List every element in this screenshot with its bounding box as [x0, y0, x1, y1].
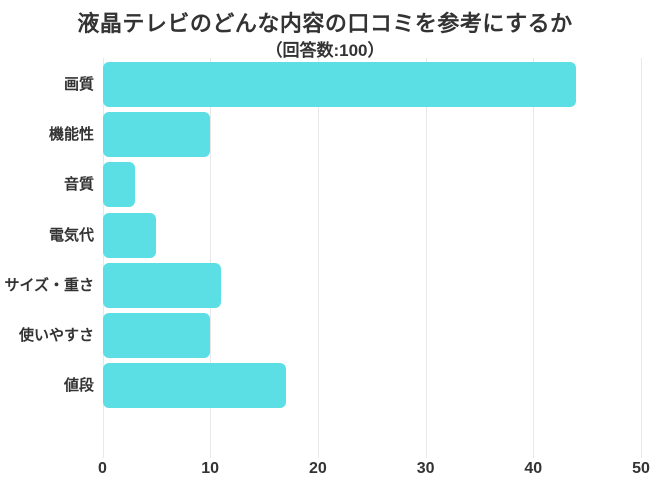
bar-0 — [102, 62, 577, 107]
chart-title: 液晶テレビのどんな内容の口コミを参考にするか — [77, 11, 573, 36]
category-label-3: 電気代 — [48, 226, 94, 244]
x-tick-label-20: 20 — [308, 460, 327, 477]
bar-5 — [102, 313, 211, 358]
bar-6 — [102, 363, 286, 409]
category-label-6: 値段 — [63, 377, 94, 395]
x-tick-label-30: 30 — [416, 460, 435, 477]
x-tick-label-40: 40 — [524, 460, 543, 477]
category-label-5: 使いやすさ — [18, 327, 94, 344]
bar-2 — [102, 162, 135, 208]
x-tick-label-50: 50 — [632, 460, 650, 477]
category-label-2: 音質 — [63, 176, 94, 194]
x-tick-label-10: 10 — [201, 460, 220, 477]
gridline-x-0 — [102, 58, 104, 458]
category-label-0: 画質 — [63, 76, 94, 93]
gridline-x-20 — [317, 58, 319, 458]
gridline-x-30 — [425, 58, 427, 458]
chart-subtitle: （回答数:100） — [265, 41, 385, 60]
gridline-x-50 — [641, 58, 642, 458]
bar-4 — [102, 262, 221, 308]
x-tick-label-0: 0 — [98, 460, 107, 477]
bar-1 — [102, 112, 211, 158]
category-label-1: 機能性 — [48, 126, 94, 144]
gridline-x-40 — [533, 58, 535, 458]
bar-3 — [102, 212, 157, 258]
category-label-4: サイズ・重さ — [4, 276, 94, 294]
gridline-x-10 — [210, 58, 212, 458]
